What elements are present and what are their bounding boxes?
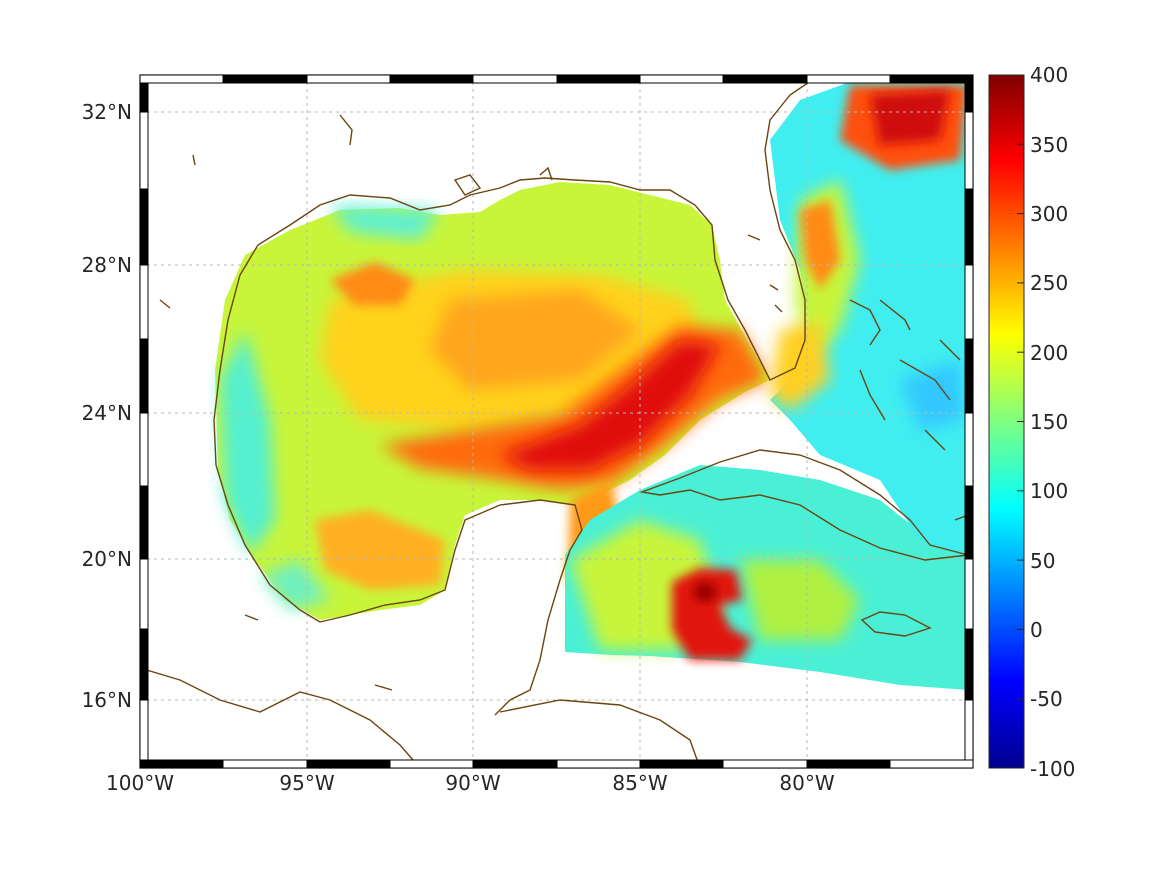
colorbar-tick-label: 400 bbox=[1030, 63, 1068, 87]
colorbar-tick-label: 300 bbox=[1030, 202, 1068, 226]
colorbar-tick-label: 350 bbox=[1030, 133, 1068, 157]
x-tick-label: 85°W bbox=[612, 771, 667, 795]
colorbar: 400 350 300 250 200 150 100 50 0 -50 -10… bbox=[988, 63, 1075, 781]
data-field bbox=[215, 82, 968, 690]
x-axis-labels: 100°W 95°W 90°W 85°W 80°W bbox=[106, 771, 835, 795]
colorbar-tick-label: 250 bbox=[1030, 271, 1068, 295]
map-gridlines bbox=[140, 75, 973, 768]
y-tick-label: 16°N bbox=[82, 688, 132, 712]
x-tick-label: 90°W bbox=[445, 771, 500, 795]
y-tick-label: 24°N bbox=[82, 401, 132, 425]
colorbar-gradient bbox=[988, 74, 1025, 769]
colorbar-tick-label: 200 bbox=[1030, 341, 1068, 365]
colorbar-tick-label: 150 bbox=[1030, 410, 1068, 434]
colorbar-tick-label: 50 bbox=[1030, 549, 1055, 573]
colorbar-tick-label: 0 bbox=[1030, 618, 1043, 642]
x-tick-label: 95°W bbox=[279, 771, 334, 795]
x-tick-label: 80°W bbox=[779, 771, 834, 795]
colorbar-tick-label: -50 bbox=[1030, 687, 1063, 711]
colorbar-tick-label: -100 bbox=[1030, 757, 1075, 781]
y-axis-labels: 32°N 28°N 24°N 20°N 16°N bbox=[82, 100, 132, 712]
y-tick-label: 32°N bbox=[82, 100, 132, 124]
y-tick-label: 28°N bbox=[82, 253, 132, 277]
y-tick-label: 20°N bbox=[82, 547, 132, 571]
x-tick-label: 100°W bbox=[106, 771, 174, 795]
graticule-border bbox=[139, 74, 974, 769]
colorbar-tick-label: 100 bbox=[1030, 479, 1068, 503]
